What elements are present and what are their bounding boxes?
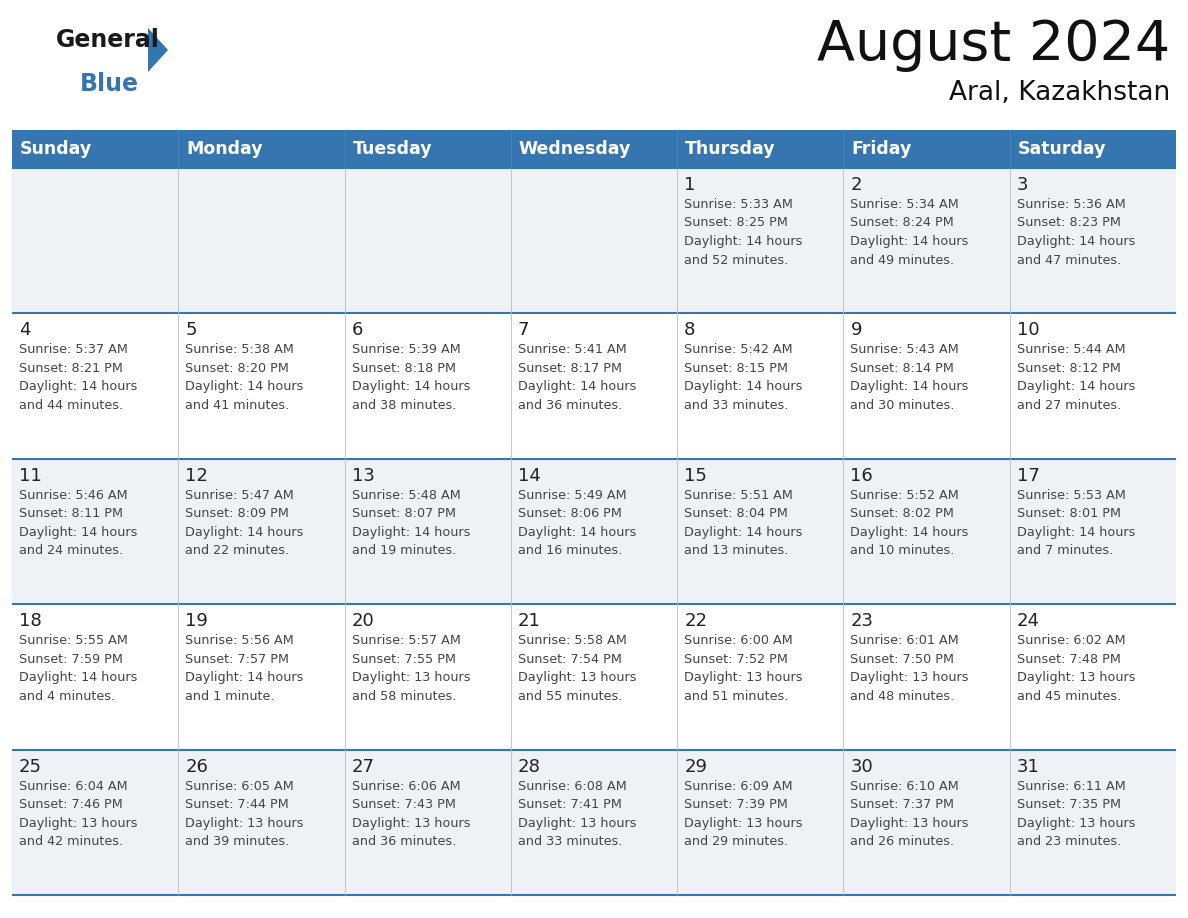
Text: 22: 22 [684, 612, 707, 630]
Text: 11: 11 [19, 466, 42, 485]
Text: Sunrise: 5:44 AM
Sunset: 8:12 PM
Daylight: 14 hours
and 27 minutes.: Sunrise: 5:44 AM Sunset: 8:12 PM Dayligh… [1017, 343, 1135, 412]
Bar [12, 168, 1176, 313]
Text: Sunrise: 5:37 AM
Sunset: 8:21 PM
Daylight: 14 hours
and 44 minutes.: Sunrise: 5:37 AM Sunset: 8:21 PM Dayligh… [19, 343, 138, 412]
Text: Sunrise: 5:49 AM
Sunset: 8:06 PM
Daylight: 14 hours
and 16 minutes.: Sunrise: 5:49 AM Sunset: 8:06 PM Dayligh… [518, 488, 637, 557]
Text: Sunrise: 6:02 AM
Sunset: 7:48 PM
Daylight: 13 hours
and 45 minutes.: Sunrise: 6:02 AM Sunset: 7:48 PM Dayligh… [1017, 634, 1136, 702]
Text: Sunrise: 5:46 AM
Sunset: 8:11 PM
Daylight: 14 hours
and 24 minutes.: Sunrise: 5:46 AM Sunset: 8:11 PM Dayligh… [19, 488, 138, 557]
Text: Blue: Blue [80, 72, 139, 96]
Bar [12, 459, 1176, 604]
Text: Sunrise: 5:41 AM
Sunset: 8:17 PM
Daylight: 14 hours
and 36 minutes.: Sunrise: 5:41 AM Sunset: 8:17 PM Dayligh… [518, 343, 637, 412]
Text: General: General [56, 28, 160, 52]
Text: 13: 13 [352, 466, 374, 485]
Text: Sunrise: 5:38 AM
Sunset: 8:20 PM
Daylight: 14 hours
and 41 minutes.: Sunrise: 5:38 AM Sunset: 8:20 PM Dayligh… [185, 343, 304, 412]
Text: Monday: Monday [187, 140, 263, 158]
Text: Sunrise: 5:53 AM
Sunset: 8:01 PM
Daylight: 14 hours
and 7 minutes.: Sunrise: 5:53 AM Sunset: 8:01 PM Dayligh… [1017, 488, 1135, 557]
Text: 16: 16 [851, 466, 873, 485]
Text: Sunday: Sunday [20, 140, 93, 158]
Text: 20: 20 [352, 612, 374, 630]
Text: 15: 15 [684, 466, 707, 485]
Text: Sunrise: 5:51 AM
Sunset: 8:04 PM
Daylight: 14 hours
and 13 minutes.: Sunrise: 5:51 AM Sunset: 8:04 PM Dayligh… [684, 488, 803, 557]
Text: Sunrise: 6:06 AM
Sunset: 7:43 PM
Daylight: 13 hours
and 36 minutes.: Sunrise: 6:06 AM Sunset: 7:43 PM Dayligh… [352, 779, 470, 848]
Text: 23: 23 [851, 612, 873, 630]
Text: 27: 27 [352, 757, 374, 776]
Text: 7: 7 [518, 321, 530, 340]
Text: Sunrise: 5:52 AM
Sunset: 8:02 PM
Daylight: 14 hours
and 10 minutes.: Sunrise: 5:52 AM Sunset: 8:02 PM Dayligh… [851, 488, 968, 557]
Text: Wednesday: Wednesday [519, 140, 631, 158]
Text: 4: 4 [19, 321, 31, 340]
Text: Sunrise: 5:48 AM
Sunset: 8:07 PM
Daylight: 14 hours
and 19 minutes.: Sunrise: 5:48 AM Sunset: 8:07 PM Dayligh… [352, 488, 470, 557]
Text: 8: 8 [684, 321, 695, 340]
Text: 12: 12 [185, 466, 208, 485]
Text: 30: 30 [851, 757, 873, 776]
Text: 28: 28 [518, 757, 541, 776]
Text: Sunrise: 6:11 AM
Sunset: 7:35 PM
Daylight: 13 hours
and 23 minutes.: Sunrise: 6:11 AM Sunset: 7:35 PM Dayligh… [1017, 779, 1136, 848]
Text: 17: 17 [1017, 466, 1040, 485]
Text: Aral, Kazakhstan: Aral, Kazakhstan [949, 80, 1170, 106]
Text: Sunrise: 5:58 AM
Sunset: 7:54 PM
Daylight: 13 hours
and 55 minutes.: Sunrise: 5:58 AM Sunset: 7:54 PM Dayligh… [518, 634, 637, 702]
Bar [12, 313, 1176, 459]
Bar [12, 604, 1176, 750]
Text: Tuesday: Tuesday [353, 140, 432, 158]
Text: Sunrise: 5:56 AM
Sunset: 7:57 PM
Daylight: 14 hours
and 1 minute.: Sunrise: 5:56 AM Sunset: 7:57 PM Dayligh… [185, 634, 304, 702]
Text: 31: 31 [1017, 757, 1040, 776]
Text: 26: 26 [185, 757, 208, 776]
Text: Thursday: Thursday [685, 140, 776, 158]
Text: Friday: Friday [852, 140, 912, 158]
Text: Saturday: Saturday [1018, 140, 1106, 158]
Text: Sunrise: 5:34 AM
Sunset: 8:24 PM
Daylight: 14 hours
and 49 minutes.: Sunrise: 5:34 AM Sunset: 8:24 PM Dayligh… [851, 198, 968, 266]
Text: Sunrise: 6:09 AM
Sunset: 7:39 PM
Daylight: 13 hours
and 29 minutes.: Sunrise: 6:09 AM Sunset: 7:39 PM Dayligh… [684, 779, 803, 848]
Text: 9: 9 [851, 321, 862, 340]
Text: 6: 6 [352, 321, 364, 340]
Text: Sunrise: 6:08 AM
Sunset: 7:41 PM
Daylight: 13 hours
and 33 minutes.: Sunrise: 6:08 AM Sunset: 7:41 PM Dayligh… [518, 779, 637, 848]
Text: 3: 3 [1017, 176, 1029, 194]
Text: Sunrise: 5:36 AM
Sunset: 8:23 PM
Daylight: 14 hours
and 47 minutes.: Sunrise: 5:36 AM Sunset: 8:23 PM Dayligh… [1017, 198, 1135, 266]
Text: 18: 18 [19, 612, 42, 630]
Text: 1: 1 [684, 176, 695, 194]
Text: 2: 2 [851, 176, 862, 194]
Text: 14: 14 [518, 466, 541, 485]
Text: 24: 24 [1017, 612, 1040, 630]
Text: 5: 5 [185, 321, 197, 340]
Text: Sunrise: 5:42 AM
Sunset: 8:15 PM
Daylight: 14 hours
and 33 minutes.: Sunrise: 5:42 AM Sunset: 8:15 PM Dayligh… [684, 343, 803, 412]
Text: Sunrise: 5:47 AM
Sunset: 8:09 PM
Daylight: 14 hours
and 22 minutes.: Sunrise: 5:47 AM Sunset: 8:09 PM Dayligh… [185, 488, 304, 557]
Text: Sunrise: 5:39 AM
Sunset: 8:18 PM
Daylight: 14 hours
and 38 minutes.: Sunrise: 5:39 AM Sunset: 8:18 PM Dayligh… [352, 343, 470, 412]
Text: 25: 25 [19, 757, 42, 776]
Text: Sunrise: 5:43 AM
Sunset: 8:14 PM
Daylight: 14 hours
and 30 minutes.: Sunrise: 5:43 AM Sunset: 8:14 PM Dayligh… [851, 343, 968, 412]
Text: Sunrise: 6:05 AM
Sunset: 7:44 PM
Daylight: 13 hours
and 39 minutes.: Sunrise: 6:05 AM Sunset: 7:44 PM Dayligh… [185, 779, 304, 848]
Text: Sunrise: 6:10 AM
Sunset: 7:37 PM
Daylight: 13 hours
and 26 minutes.: Sunrise: 6:10 AM Sunset: 7:37 PM Dayligh… [851, 779, 969, 848]
Text: August 2024: August 2024 [817, 18, 1170, 72]
Polygon shape [148, 28, 168, 72]
Text: Sunrise: 6:01 AM
Sunset: 7:50 PM
Daylight: 13 hours
and 48 minutes.: Sunrise: 6:01 AM Sunset: 7:50 PM Dayligh… [851, 634, 969, 702]
Text: Sunrise: 6:04 AM
Sunset: 7:46 PM
Daylight: 13 hours
and 42 minutes.: Sunrise: 6:04 AM Sunset: 7:46 PM Dayligh… [19, 779, 138, 848]
Text: 29: 29 [684, 757, 707, 776]
Text: 19: 19 [185, 612, 208, 630]
Text: Sunrise: 5:57 AM
Sunset: 7:55 PM
Daylight: 13 hours
and 58 minutes.: Sunrise: 5:57 AM Sunset: 7:55 PM Dayligh… [352, 634, 470, 702]
Text: 10: 10 [1017, 321, 1040, 340]
Text: Sunrise: 5:33 AM
Sunset: 8:25 PM
Daylight: 14 hours
and 52 minutes.: Sunrise: 5:33 AM Sunset: 8:25 PM Dayligh… [684, 198, 803, 266]
Bar [12, 130, 1176, 168]
Text: Sunrise: 5:55 AM
Sunset: 7:59 PM
Daylight: 14 hours
and 4 minutes.: Sunrise: 5:55 AM Sunset: 7:59 PM Dayligh… [19, 634, 138, 702]
Text: 21: 21 [518, 612, 541, 630]
Text: Sunrise: 6:00 AM
Sunset: 7:52 PM
Daylight: 13 hours
and 51 minutes.: Sunrise: 6:00 AM Sunset: 7:52 PM Dayligh… [684, 634, 803, 702]
Bar [12, 750, 1176, 895]
